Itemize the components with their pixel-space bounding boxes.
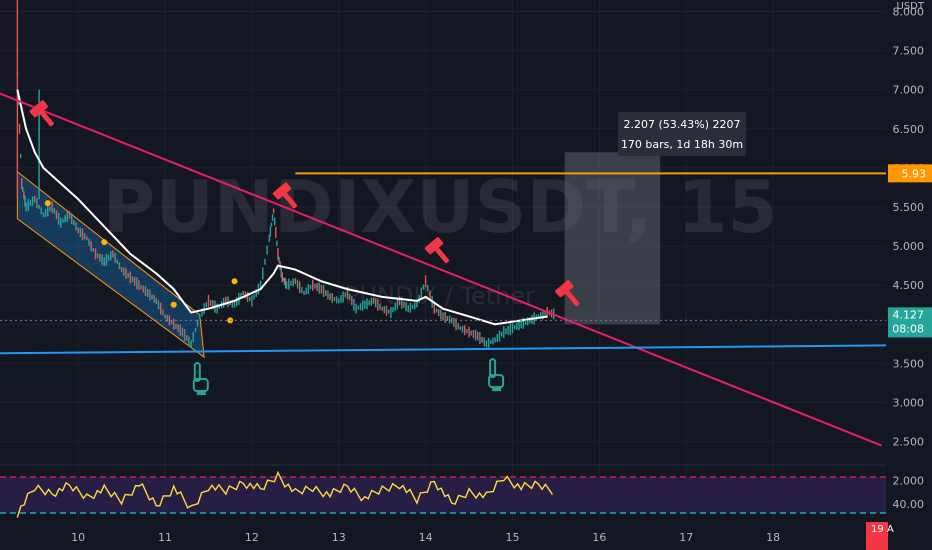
channel-fill (16, 170, 205, 359)
price-tick-label: 3.500 (893, 357, 925, 370)
time-edge-tag (866, 522, 888, 550)
rsi-line (16, 470, 554, 518)
price-tick-label: 5.000 (893, 240, 925, 253)
hammer-head (555, 280, 574, 298)
price-tick-label: 4.500 (893, 279, 925, 292)
price-tick-label: 2.000 (893, 475, 925, 488)
price-tick-label: 2.500 (893, 436, 925, 449)
signal-dot (170, 301, 177, 308)
hammer-icon (555, 280, 580, 307)
price-tick-label: 8.000 (893, 5, 925, 18)
price-axis[interactable]: USDT 8.0007.5007.0006.5006.0005.5005.000… (0, 1, 932, 488)
signal-dot (101, 239, 108, 246)
support-line[interactable] (0, 344, 887, 355)
measure-tooltip-line2: 170 bars, 1d 18h 30m (621, 138, 743, 151)
measure-tooltip-bg (618, 112, 746, 156)
time-tick-label: 17 (679, 531, 693, 544)
time-axis[interactable]: 10 11 12 13 14 15 16 17 18 19 A (71, 522, 894, 550)
rsi-band-fill (0, 477, 886, 513)
hand-cuff (196, 391, 206, 396)
price-tick-label: 7.500 (893, 45, 925, 58)
current-price-tag (888, 307, 932, 338)
time-tick-label: 11 (158, 531, 172, 544)
time-tick-label: 18 (766, 531, 780, 544)
time-edge-label: 19 A (871, 524, 894, 535)
time-tick-label: 15 (505, 531, 519, 544)
price-tick-label: 3.000 (893, 397, 925, 410)
price-tick-label: 7.000 (893, 84, 925, 97)
measure-box (564, 152, 661, 325)
time-tick-label: 13 (332, 531, 346, 544)
current-price-label: 4.127 (893, 308, 925, 321)
hammer-head (272, 182, 292, 200)
hammer-handle (565, 290, 580, 307)
countdown-label: 08:08 (892, 322, 924, 335)
measure-tooltip: 2.207 (53.43%) 2207 170 bars, 1d 18h 30m (618, 112, 746, 156)
hammer-icon (424, 237, 450, 264)
signal-dot (231, 278, 238, 285)
measure-tooltip-line1: 2.207 (53.43%) 2207 (623, 118, 740, 131)
grid (0, 0, 886, 522)
hammer-handle (39, 110, 54, 127)
time-tick-label: 16 (592, 531, 606, 544)
falling-channel (16, 170, 205, 359)
rsi-pane[interactable]: 40.00 (0, 464, 925, 518)
hand-cuff (492, 387, 502, 392)
moving-average-line (16, 89, 548, 326)
markers-layer (29, 100, 580, 396)
hammer-handle (434, 247, 450, 264)
pointing-hand-icon (488, 358, 505, 392)
hammer-icon (29, 100, 54, 127)
measure-box-layer (564, 152, 661, 325)
signal-dot (44, 200, 51, 207)
resistance-price-tag (888, 164, 932, 183)
hand-finger (193, 362, 201, 383)
hand-finger (489, 358, 497, 379)
descending-trendline[interactable] (0, 92, 883, 447)
hammer-head (29, 100, 48, 118)
hammer-icon (272, 182, 298, 209)
rsi-tick-label: 40.00 (893, 498, 925, 511)
price-tick-label: 5.500 (893, 201, 925, 214)
time-tick-label: 10 (71, 531, 85, 544)
price-tick-label: 6.500 (893, 123, 925, 136)
time-tick-label: 12 (245, 531, 259, 544)
resistance-price-label: 5.93 (902, 167, 927, 180)
quote-currency-label: USDT (897, 1, 925, 12)
hammer-head (424, 237, 444, 255)
symbol-watermark: PUNDIXUSDT, 15 (102, 165, 777, 249)
price-series-layer (16, 0, 555, 348)
drawing-lines-layer[interactable] (0, 92, 887, 447)
time-tick-label: 14 (419, 531, 433, 544)
pointing-hand-icon (192, 362, 209, 396)
hammer-handle (282, 192, 298, 209)
